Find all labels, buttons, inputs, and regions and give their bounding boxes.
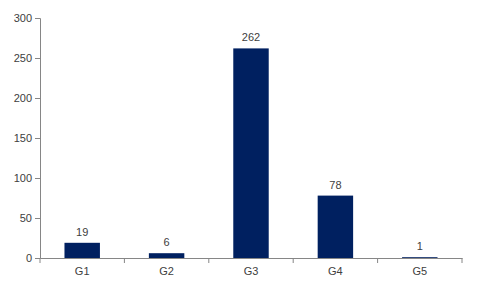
category-separator — [124, 258, 125, 263]
bar — [402, 257, 437, 258]
bars — [64, 48, 437, 258]
x-tick-label: G3 — [244, 265, 259, 277]
x-tick-label: G1 — [75, 265, 90, 277]
y-tick: 200 — [14, 92, 40, 104]
y-tick: 100 — [14, 172, 40, 184]
bar — [318, 196, 353, 258]
y-tick-label: 0 — [26, 252, 32, 264]
y-tick-label: 250 — [14, 52, 32, 64]
x-tick: G3 — [244, 258, 259, 277]
y-tick: 300 — [14, 12, 40, 24]
y-tick-mark — [35, 58, 40, 59]
y-tick-mark — [35, 218, 40, 219]
x-axis-line — [41, 258, 463, 259]
x-tick: G1 — [75, 258, 90, 277]
y-tick-mark — [35, 18, 40, 19]
y-tick-mark — [35, 178, 40, 179]
category-separator — [293, 258, 294, 263]
data-label: 78 — [329, 179, 341, 191]
y-tick: 150 — [14, 132, 40, 144]
category-separator — [208, 258, 209, 263]
y-tick-mark — [35, 98, 40, 99]
category-separator — [377, 258, 378, 263]
bar — [64, 243, 99, 258]
y-tick-label: 200 — [14, 92, 32, 104]
x-tick: G5 — [412, 258, 427, 277]
y-axis: 0 50 100 150 200 250 300 — [14, 12, 41, 264]
bar — [233, 48, 268, 258]
y-tick-label: 100 — [14, 172, 32, 184]
data-label: 6 — [164, 236, 170, 248]
y-tick: 0 — [26, 252, 40, 264]
x-tick-label: G4 — [328, 265, 343, 277]
category-separator — [40, 258, 41, 263]
category-separators — [40, 258, 462, 263]
x-tick: G2 — [159, 258, 174, 277]
x-tick-label: G2 — [159, 265, 174, 277]
y-tick-mark — [35, 138, 40, 139]
data-label: 19 — [76, 226, 88, 238]
data-labels: 19 6 262 78 1 — [76, 31, 423, 252]
plot-area: 0 50 100 150 200 250 300 G1 G2 G3 G4 G5 19 6 262 78 1 — [14, 12, 463, 277]
y-axis-line — [35, 19, 41, 259]
data-label: 262 — [242, 31, 260, 43]
x-axis: G1 G2 G3 G4 G5 — [40, 258, 463, 277]
x-tick: G4 — [328, 258, 343, 277]
y-tick-mark — [35, 258, 40, 259]
chart: 0 50 100 150 200 250 300 G1 G2 G3 G4 G5 19 6 262 78 1 — [0, 0, 481, 288]
y-tick-label: 300 — [14, 12, 32, 24]
y-tick: 50 — [20, 212, 40, 224]
y-tick-label: 150 — [14, 132, 32, 144]
y-tick: 250 — [14, 52, 40, 64]
data-label: 1 — [417, 240, 423, 252]
bar — [149, 253, 184, 258]
y-tick-label: 50 — [20, 212, 32, 224]
x-tick-label: G5 — [412, 265, 427, 277]
category-separator — [462, 258, 463, 263]
